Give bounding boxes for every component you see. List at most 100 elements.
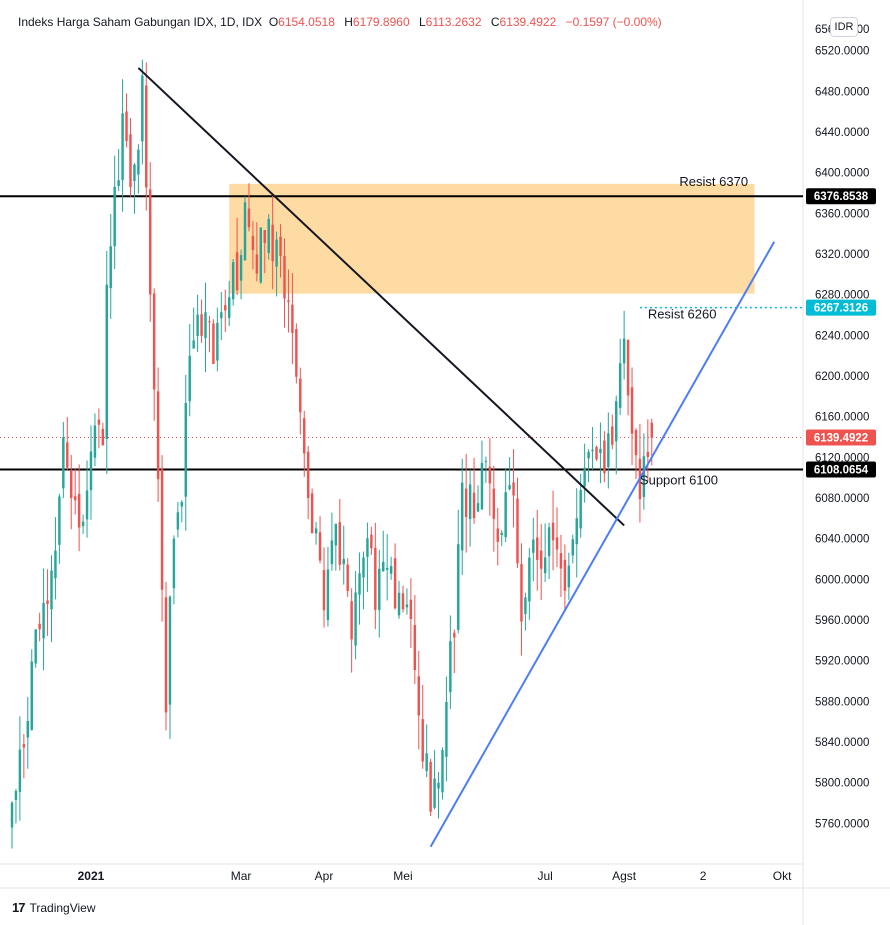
candle-body bbox=[188, 355, 191, 402]
candle bbox=[97, 408, 101, 449]
candle bbox=[449, 615, 452, 710]
candle-body bbox=[30, 661, 33, 731]
candle-body bbox=[559, 553, 563, 569]
brand-name: TradingView bbox=[29, 900, 96, 915]
candle bbox=[50, 555, 53, 643]
candle-body bbox=[417, 676, 420, 716]
price-tags: 6139.4922 6376.8538 6108.0654 6267.3126 bbox=[806, 188, 876, 478]
candle-body bbox=[231, 262, 235, 300]
candle-body bbox=[630, 387, 634, 434]
candle-body bbox=[524, 597, 527, 615]
candle bbox=[279, 224, 282, 278]
candle bbox=[567, 552, 571, 600]
candle bbox=[148, 162, 152, 322]
candle-body bbox=[492, 488, 496, 519]
x-tick-label: Mar bbox=[231, 869, 252, 883]
candle bbox=[468, 469, 472, 547]
candle-body bbox=[571, 539, 575, 556]
candle-body bbox=[405, 604, 409, 608]
candle-body bbox=[125, 111, 128, 141]
candle-body bbox=[611, 426, 614, 445]
candle-body bbox=[536, 537, 539, 560]
candle bbox=[291, 272, 294, 365]
candle bbox=[532, 517, 535, 582]
candle-body bbox=[160, 469, 164, 590]
candle bbox=[251, 221, 255, 270]
candle bbox=[224, 289, 227, 333]
y-tick-label: 6360.0000 bbox=[815, 208, 869, 220]
candle bbox=[397, 580, 401, 619]
symbol-title[interactable]: Indeks Harga Saham Gabungan IDX, 1D, IDX bbox=[18, 15, 263, 29]
price-axis[interactable]: 5760.0000 5800.0000 5840.0000 5880.0000 5920… bbox=[815, 24, 869, 830]
candle-body bbox=[192, 340, 195, 349]
candle-body bbox=[113, 186, 116, 247]
candle-body bbox=[476, 503, 480, 512]
candle-body bbox=[449, 641, 452, 693]
currency-badge[interactable]: IDR bbox=[830, 17, 858, 37]
y-tick-label: 6200.0000 bbox=[815, 371, 869, 383]
candle bbox=[595, 445, 598, 461]
candle-body bbox=[350, 601, 353, 640]
candle bbox=[338, 499, 342, 571]
candle bbox=[10, 801, 14, 849]
candle-body bbox=[603, 440, 606, 474]
candle bbox=[176, 501, 180, 538]
candle bbox=[255, 222, 259, 282]
y-tick-label: 6440.0000 bbox=[815, 127, 869, 139]
candle bbox=[259, 227, 263, 284]
y-tick-label: 6160.0000 bbox=[815, 412, 869, 424]
candle-body bbox=[397, 592, 401, 616]
candle-body bbox=[500, 532, 503, 536]
candle bbox=[366, 522, 369, 592]
candle-body bbox=[460, 482, 464, 551]
candle bbox=[409, 578, 413, 648]
candle-body bbox=[374, 547, 377, 610]
time-axis[interactable]: 2021 Mar Apr Mei Jul Agst 2 Okt bbox=[78, 869, 792, 883]
candle bbox=[476, 485, 480, 513]
candle-body bbox=[224, 305, 227, 311]
candle-body bbox=[70, 470, 73, 499]
candle bbox=[646, 419, 650, 482]
candle-body bbox=[563, 559, 567, 591]
candle-body bbox=[141, 75, 144, 142]
candle bbox=[168, 595, 172, 739]
candle-body bbox=[413, 625, 417, 671]
candle-body bbox=[42, 602, 45, 639]
candle bbox=[571, 534, 575, 564]
candle-body bbox=[429, 761, 432, 812]
resistance-zone[interactable] bbox=[229, 183, 755, 294]
candle bbox=[559, 534, 563, 598]
candle-body bbox=[46, 600, 49, 605]
candle bbox=[382, 530, 385, 572]
candle bbox=[216, 307, 219, 372]
candle-body bbox=[346, 564, 349, 591]
candle bbox=[460, 458, 464, 575]
candle-body bbox=[433, 778, 436, 808]
trendline-down bbox=[137, 67, 625, 527]
candle bbox=[156, 367, 160, 502]
candle bbox=[547, 522, 551, 580]
candle-body bbox=[421, 719, 424, 762]
candle bbox=[133, 163, 136, 214]
candle-body bbox=[401, 593, 405, 610]
trendlines[interactable] bbox=[137, 67, 776, 848]
candle-body bbox=[338, 522, 342, 565]
y-tick-label: 5920.0000 bbox=[815, 656, 869, 668]
candle bbox=[172, 535, 176, 605]
y-tick-label: 6240.0000 bbox=[815, 330, 869, 342]
horizontal-levels[interactable] bbox=[0, 195, 803, 471]
candle-body bbox=[358, 573, 361, 595]
candle bbox=[421, 684, 424, 769]
candle bbox=[200, 299, 203, 343]
candle-body bbox=[89, 451, 93, 491]
candle-body bbox=[259, 227, 263, 283]
candle-body bbox=[354, 592, 357, 646]
tradingview-brand[interactable]: 17 TradingView bbox=[12, 900, 96, 915]
y-tick-label: 6280.0000 bbox=[815, 290, 869, 302]
candle-body bbox=[366, 538, 369, 557]
candle bbox=[488, 438, 492, 516]
candle bbox=[543, 523, 547, 583]
candle bbox=[607, 412, 610, 489]
candle-body bbox=[26, 720, 30, 738]
